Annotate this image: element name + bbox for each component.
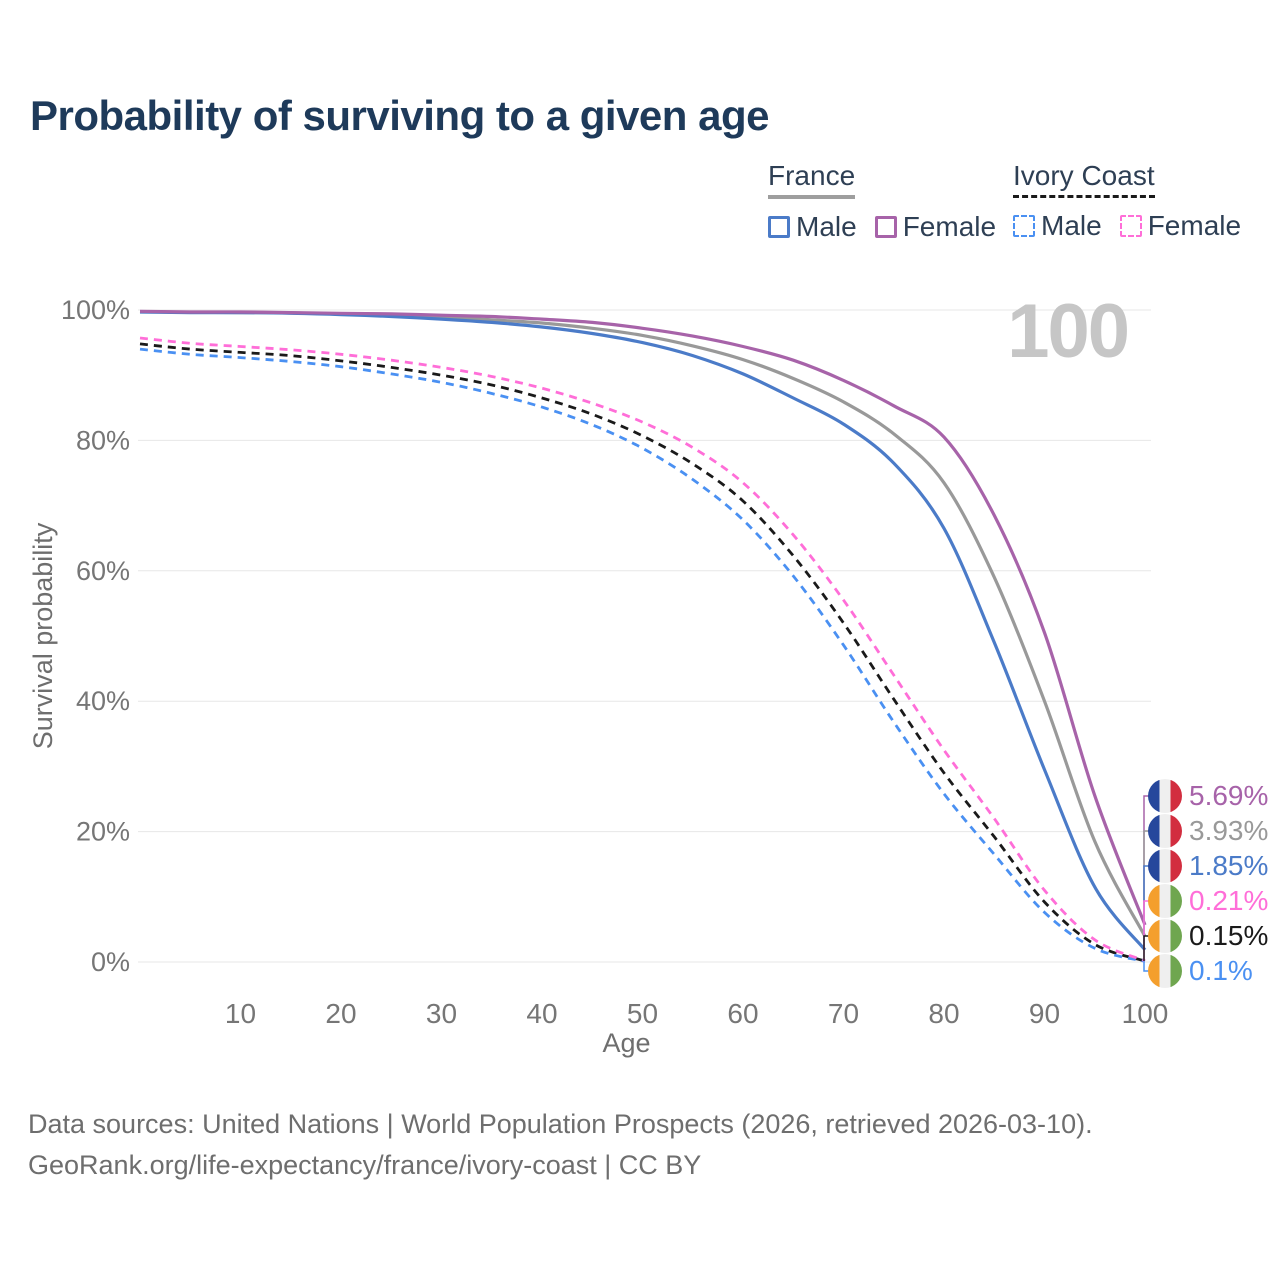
france-male-swatch-icon: [768, 216, 790, 238]
end-label-value: 3.93%: [1189, 815, 1269, 846]
y-tick-label: 20%: [76, 817, 130, 847]
series-line-france-female[interactable]: [139, 309, 1147, 926]
y-tick-label: 80%: [76, 425, 130, 455]
end-label-value: 5.69%: [1189, 780, 1269, 811]
legend-group-title-ivory-coast[interactable]: Ivory Coast: [1013, 160, 1155, 198]
x-tick-label: 20: [325, 998, 356, 1029]
legend-group-france: France Male Female: [768, 160, 996, 243]
x-axis-title: Age: [602, 1028, 650, 1058]
x-tick-label: 30: [426, 998, 457, 1029]
x-tick-label: 70: [828, 998, 859, 1029]
end-label-row-ivory-coast-female: 0.21%: [1148, 884, 1268, 918]
legend-item-ivory-coast-female[interactable]: Female: [1119, 210, 1242, 242]
y-tick-label: 100%: [61, 295, 130, 325]
footer: Data sources: United Nations | World Pop…: [28, 1104, 1093, 1186]
series-line-ivory-coast-both-sexes[interactable]: [139, 342, 1146, 963]
legend-item-ivory-coast-male[interactable]: Male: [1013, 210, 1102, 242]
series-line-france-both-sexes[interactable]: [139, 310, 1147, 938]
series-line-france-male[interactable]: [139, 310, 1147, 951]
end-label-row-france-male: 1.85%: [1148, 849, 1268, 883]
end-label-row-france-female: 5.69%: [1148, 779, 1268, 813]
france-flag-icon: [1148, 814, 1182, 848]
end-label-value: 0.1%: [1189, 955, 1253, 986]
france-flag-icon: [1148, 779, 1182, 813]
end-label-value: 0.21%: [1189, 885, 1269, 916]
france-flag-icon: [1148, 849, 1182, 883]
page-title: Probability of surviving to a given age: [30, 92, 769, 139]
legend-item-label: Female: [1147, 210, 1242, 241]
footer-attribution: GeoRank.org/life-expectancy/france/ivory…: [28, 1150, 702, 1180]
legend-item-label: Male: [796, 211, 857, 242]
x-tick-label: 60: [727, 998, 758, 1029]
x-tick-label: 10: [225, 998, 256, 1029]
legend-item-france-female[interactable]: Female: [874, 211, 997, 243]
end-label-value: 0.15%: [1189, 920, 1269, 951]
legend-item-label: Male: [1041, 210, 1102, 241]
x-tick-label: 90: [1029, 998, 1060, 1029]
x-tick-label: 100: [1122, 998, 1169, 1029]
france-female-swatch-icon: [874, 216, 897, 238]
ivory-coast-male-swatch-icon: [1013, 215, 1035, 237]
end-label-row-ivory-coast-both-sexes: 0.15%: [1148, 919, 1268, 953]
x-tick-label: 50: [627, 998, 658, 1029]
ivory-coast-female-swatch-icon: [1119, 215, 1142, 237]
legend-item-label: Female: [902, 211, 997, 242]
legend-group-title-france[interactable]: France: [768, 160, 856, 199]
x-tick-label: 80: [928, 998, 959, 1029]
legend-group-ivory-coast: Ivory Coast Male Female: [1013, 160, 1241, 242]
y-axis-title: Survival probability: [28, 522, 58, 749]
series-line-ivory-coast-male[interactable]: [139, 347, 1146, 963]
series-line-ivory-coast-female[interactable]: [139, 336, 1146, 962]
y-tick-label: 0%: [91, 947, 130, 977]
legend-item-france-male[interactable]: Male: [768, 211, 857, 243]
hover-age-readout: 100: [1007, 289, 1130, 374]
ivory-coast-flag-icon: [1148, 954, 1182, 988]
y-tick-label: 40%: [76, 686, 130, 716]
footer-data-sources: Data sources: United Nations | World Pop…: [28, 1109, 1093, 1139]
end-label-row-france-both-sexes: 3.93%: [1148, 814, 1268, 848]
x-tick-label: 40: [526, 998, 557, 1029]
end-label-value: 1.85%: [1189, 850, 1269, 881]
end-label-row-ivory-coast-male: 0.1%: [1148, 954, 1253, 988]
ivory-coast-flag-icon: [1148, 919, 1182, 953]
ivory-coast-flag-icon: [1148, 884, 1182, 918]
y-tick-label: 60%: [76, 556, 130, 586]
